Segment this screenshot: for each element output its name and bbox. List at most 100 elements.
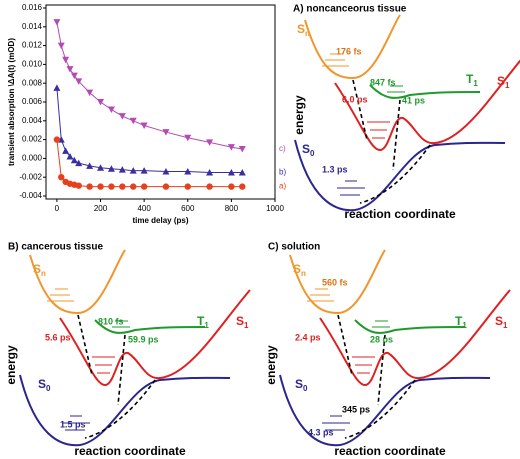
coordinate-axis-label: reaction coordinate xyxy=(344,207,456,221)
energy-diagram-a xyxy=(294,14,520,212)
data-point xyxy=(184,134,192,142)
state-subscript: 1 xyxy=(204,321,209,330)
data-point xyxy=(140,122,148,129)
x-tick-label: 1000 xyxy=(266,204,284,213)
time-constant: 345 ps xyxy=(342,404,370,414)
data-point xyxy=(162,168,170,175)
x-tick-label: 400 xyxy=(137,204,151,213)
data-point xyxy=(75,78,83,85)
energy-axis-label: energy xyxy=(4,345,18,385)
state-subscript: 1 xyxy=(473,79,478,88)
state-symbol: S xyxy=(38,377,46,391)
data-point xyxy=(129,167,137,174)
data-point xyxy=(86,162,94,169)
data-point xyxy=(118,113,126,120)
data-point xyxy=(140,183,148,190)
data-point xyxy=(238,169,246,176)
energy-diagram-c xyxy=(279,249,511,447)
fit-line xyxy=(56,87,243,173)
data-point xyxy=(97,164,105,171)
x-tick-label: 0 xyxy=(55,204,60,213)
time-constant: 560 fs xyxy=(322,277,348,287)
energy-diagram-b xyxy=(19,249,251,447)
data-point xyxy=(53,84,61,91)
state-subscript: 0 xyxy=(310,149,315,158)
y-tick-label: 0.014 xyxy=(22,22,43,31)
state-symbol: S xyxy=(295,377,303,391)
time-constant: 4.3 ps xyxy=(308,427,334,437)
data-point xyxy=(162,129,170,136)
state-subscript: n xyxy=(305,29,310,38)
y-axis-label: transient absorption \ΔA(t) (mOD) xyxy=(7,38,16,166)
state-subscript: 0 xyxy=(46,384,51,393)
data-point xyxy=(238,146,246,153)
time-constant: 847 fs xyxy=(370,77,396,87)
state-subscript: n xyxy=(301,269,306,278)
x-tick-label: 200 xyxy=(94,204,108,213)
state-symbol: T xyxy=(455,314,463,328)
data-point xyxy=(107,106,115,114)
data-point xyxy=(53,136,61,143)
series-label: a) xyxy=(279,182,286,191)
y-tick-label: 0.006 xyxy=(22,97,43,106)
panel-title: B) cancerous tissue xyxy=(8,242,103,253)
state-symbol: S xyxy=(293,262,301,276)
data-point xyxy=(206,139,214,146)
state-label: T1 xyxy=(455,314,467,330)
fit-line xyxy=(56,139,243,188)
state-subscript: 1 xyxy=(505,81,510,90)
data-point xyxy=(227,144,235,151)
data-point xyxy=(97,183,104,190)
data-point xyxy=(97,99,105,106)
data-point xyxy=(86,89,94,97)
y-tick-label: 0.008 xyxy=(22,78,43,87)
data-point xyxy=(66,66,74,73)
time-constant: 1.5 ps xyxy=(60,419,86,429)
data-point xyxy=(228,183,235,190)
data-point xyxy=(75,182,82,189)
state-symbol: S xyxy=(495,314,503,328)
y-tick-label: 0.012 xyxy=(22,41,43,50)
data-point xyxy=(206,183,213,190)
coordinate-axis-label: reaction coordinate xyxy=(74,444,186,458)
time-constant: 1.3 ps xyxy=(322,164,348,174)
y-tick-label: -0.002 xyxy=(19,172,42,181)
state-label: S1 xyxy=(236,314,249,330)
state-symbol: S xyxy=(497,74,505,88)
energy-axis-label: energy xyxy=(264,345,278,385)
data-point xyxy=(62,147,70,154)
state-symbol: S xyxy=(33,262,41,276)
state-subscript: 1 xyxy=(244,321,249,330)
state-subscript: 1 xyxy=(503,321,508,330)
state-label: S0 xyxy=(295,377,308,393)
x-tick-label: 600 xyxy=(181,204,195,213)
data-point xyxy=(184,168,192,175)
x-tick-label: 800 xyxy=(225,204,239,213)
state-label: T1 xyxy=(197,314,209,330)
y-tick-label: 0.004 xyxy=(22,116,43,125)
series-label: b) xyxy=(279,168,286,177)
data-point xyxy=(107,165,115,172)
data-point xyxy=(118,166,126,173)
data-point xyxy=(86,183,93,190)
state-symbol: T xyxy=(466,72,474,86)
series-label: c) xyxy=(279,144,286,153)
y-tick-label: 0.016 xyxy=(22,3,43,12)
time-constant: 41 ps xyxy=(402,95,425,105)
data-point xyxy=(66,153,74,160)
data-point xyxy=(239,183,246,190)
state-label: T1 xyxy=(466,72,478,88)
fit-line xyxy=(56,22,243,150)
state-symbol: S xyxy=(302,142,310,156)
coordinate-axis-label: reaction coordinate xyxy=(334,444,446,458)
panel-title: A) noncanceorus tissue xyxy=(293,4,407,15)
data-point xyxy=(70,156,78,164)
state-label: Sn xyxy=(297,22,310,38)
time-constant: 810 fs xyxy=(98,316,124,326)
y-tick-label: 0.002 xyxy=(22,135,43,144)
data-point xyxy=(140,167,148,174)
data-point xyxy=(162,183,170,190)
data-point xyxy=(62,56,70,64)
state-label: Sn xyxy=(293,262,306,278)
